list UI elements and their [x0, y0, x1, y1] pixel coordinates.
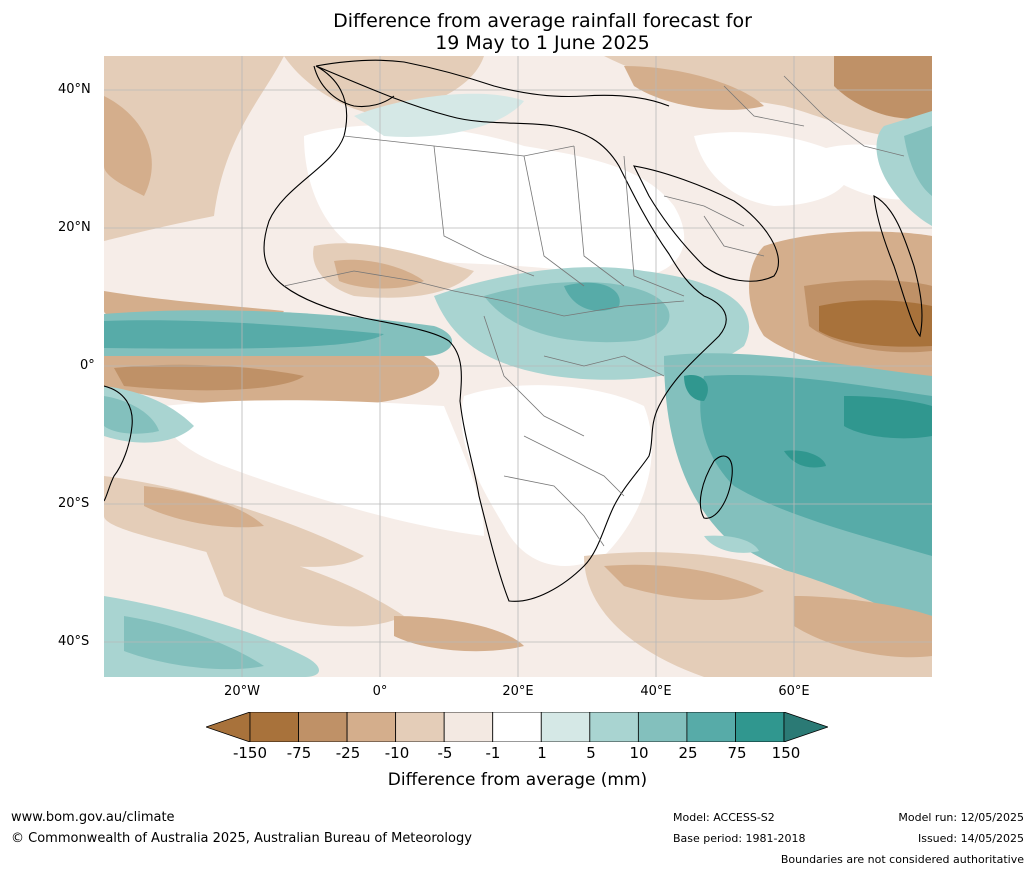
anomaly-wet-patch [354, 93, 524, 137]
lon-label-20w: 20°W [224, 684, 260, 699]
rainfall-map-svg [104, 56, 932, 677]
anomaly-neutral-patch [694, 132, 850, 206]
colorbar-tick: 75 [727, 744, 747, 762]
anomaly-neutral-patch [162, 400, 485, 536]
footer-website: www.bom.gov.au/climate [11, 810, 175, 825]
colorbar-segment [443, 712, 494, 742]
footer-base-period: Base period: 1981-2018 [673, 832, 806, 845]
colorbar-segment [492, 712, 542, 742]
anomaly-wet-patch [484, 281, 670, 343]
country-borders [283, 75, 905, 547]
colorbar-segment [249, 712, 299, 742]
colorbar-segment [346, 712, 397, 742]
anomaly-dry-patch [334, 259, 424, 289]
anomaly-wet-patch [784, 450, 826, 468]
colorbar-tick: -25 [335, 744, 361, 762]
anomaly-dry-patch [834, 56, 932, 119]
lon-label-0: 0° [372, 684, 388, 699]
colorbar [206, 712, 828, 742]
anomaly-dry-patch [104, 56, 284, 241]
colorbar-title: Difference from average (mm) [387, 770, 648, 790]
anomaly-neutral-patch [461, 385, 652, 566]
colorbar-over-arrow [783, 712, 828, 742]
anomaly-dry-patch [204, 546, 404, 627]
footer-disclaimer: Boundaries are not considered authoritat… [780, 853, 1024, 866]
lon-label-60e: 60°E [778, 684, 810, 699]
colorbar-segment [589, 712, 639, 742]
colorbar-tick: 150 [771, 744, 801, 762]
colorbar-segment [637, 712, 688, 742]
colorbar-tick: 10 [629, 744, 649, 762]
colorbar-tick: 1 [537, 744, 547, 762]
colorbar-segment [686, 712, 736, 742]
anomaly-neutral-patch [304, 125, 685, 278]
anomaly-dry-patch [819, 300, 932, 347]
footer-copyright: © Commonwealth of Australia 2025, Austra… [11, 831, 472, 846]
anomaly-dry-patch [624, 66, 764, 110]
anomaly-wet-patch [104, 320, 384, 349]
map-title-line2: 19 May to 1 June 2025 [435, 32, 650, 54]
lat-label-40s: 40°S [58, 634, 90, 649]
anomaly-wet-patch [564, 282, 620, 311]
colorbar-tick: -1 [485, 744, 501, 762]
anomaly-wet-patch [124, 616, 264, 670]
colorbar-tick: -75 [286, 744, 312, 762]
anomaly-wet-patch [704, 535, 759, 553]
colorbar-tick: 25 [678, 744, 698, 762]
anomaly-dry-patch [394, 616, 524, 652]
anomaly-dry-patch [104, 96, 152, 196]
lat-label-20s: 20°S [58, 496, 90, 511]
colorbar-tick: -150 [232, 744, 268, 762]
anomaly-wet-patch [904, 126, 932, 196]
lat-label-40n: 40°N [58, 82, 91, 97]
colorbar-segments [249, 712, 785, 742]
rainfall-map [104, 56, 932, 677]
anomaly-dry-patch [114, 364, 304, 391]
anomaly-wet-patch [844, 396, 932, 439]
colorbar-under-arrow [206, 712, 251, 742]
anomaly-dry-patch [604, 564, 764, 601]
colorbar-segment [298, 712, 348, 742]
anomaly-dry-patch [144, 486, 264, 528]
anomaly-wet-patch [684, 375, 708, 401]
colorbar-tick: 5 [586, 744, 596, 762]
map-title: Difference from average rainfall forecas… [0, 10, 1035, 54]
lon-label-20e: 20°E [502, 684, 534, 699]
map-title-line1: Difference from average rainfall forecas… [333, 10, 752, 32]
graticule [104, 56, 932, 677]
footer-model: Model: ACCESS-S2 [673, 811, 775, 824]
footer-model-run: Model run: 12/05/2025 [898, 811, 1024, 824]
lat-label-0: 0° [80, 358, 95, 373]
colorbar-segment [540, 712, 591, 742]
footer-issued: Issued: 14/05/2025 [917, 832, 1024, 845]
anomaly-dry-patch [284, 56, 484, 116]
lat-label-20n: 20°N [58, 220, 91, 235]
colorbar-tick: -10 [384, 744, 410, 762]
colorbar-tick: -5 [437, 744, 453, 762]
colorbar-segment [735, 712, 785, 742]
colorbar-segment [395, 712, 445, 742]
lon-label-40e: 40°E [640, 684, 672, 699]
